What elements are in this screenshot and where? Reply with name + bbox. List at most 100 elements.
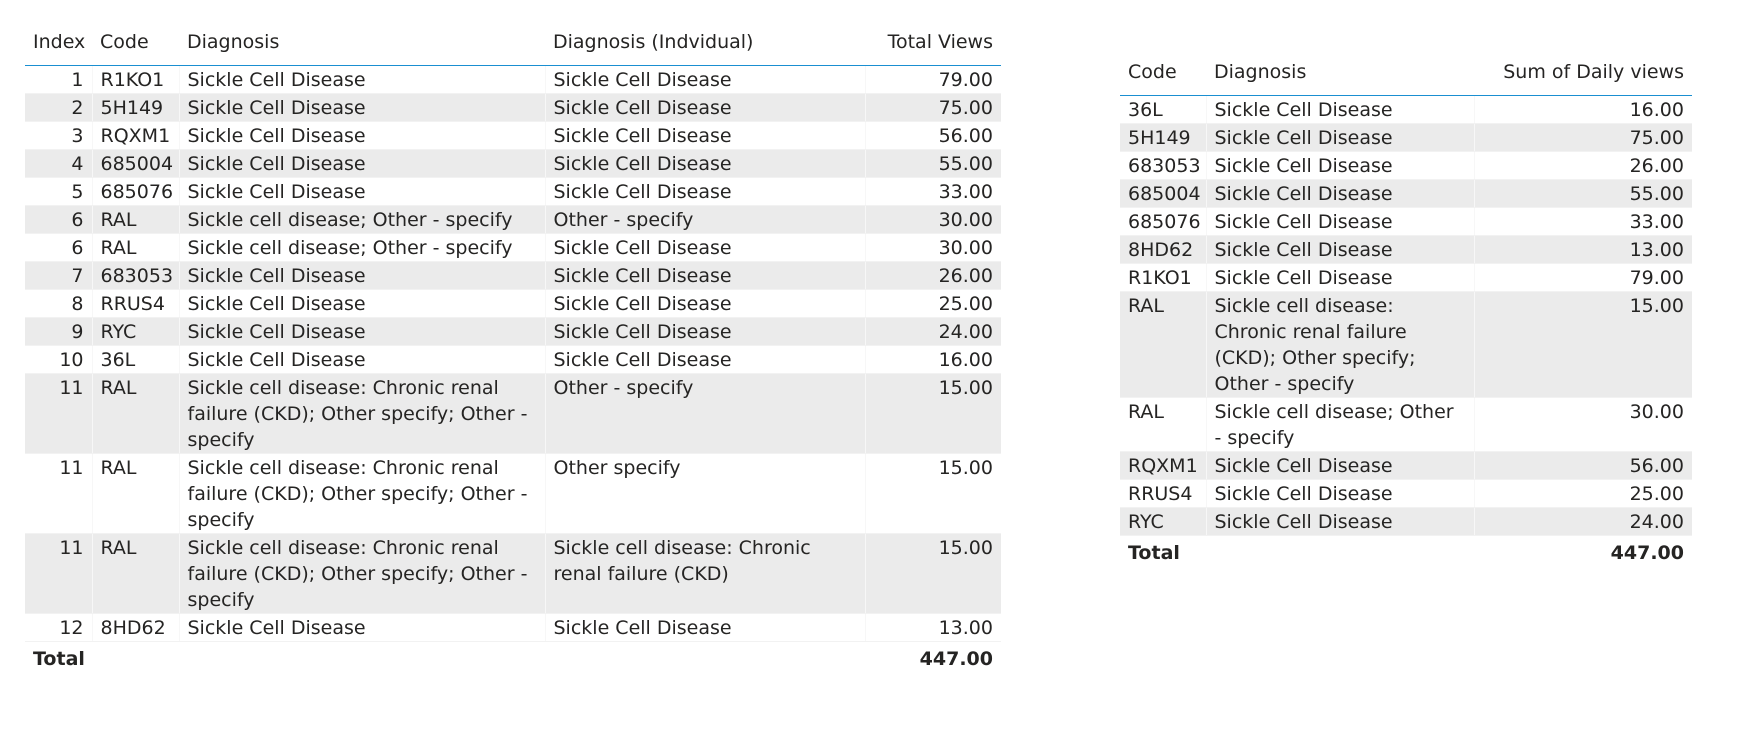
cell-diagnosis-individual: Sickle Cell Disease [544, 317, 865, 346]
cell-diagnosis: Sickle cell disease; Other - specify [178, 233, 545, 262]
table-row[interactable]: 685004 Sickle Cell Disease 55.00 [1120, 179, 1692, 208]
right-data-table: Code Diagnosis Sum of Daily views 36L Sic… [1120, 50, 1692, 570]
cell-index: 6 [25, 233, 92, 262]
table-row[interactable]: 5H149 Sickle Cell Disease 75.00 [1120, 123, 1692, 152]
table-row[interactable]: 5 685076 Sickle Cell Disease Sickle Cell Di… [25, 177, 1001, 206]
table-row[interactable]: R1KO1 Sickle Cell Disease 79.00 [1120, 263, 1692, 292]
cell-code: 8HD62 [1120, 235, 1206, 264]
table-row[interactable]: 6 RAL Sickle cell disease; Other - specify… [25, 233, 1001, 262]
cell-index: 12 [25, 613, 92, 642]
cell-code: 685004 [1120, 179, 1206, 208]
table-row[interactable]: 9 RYC Sickle Cell Disease Sickle Cell Disea… [25, 317, 1001, 346]
cell-index: 3 [25, 121, 92, 150]
table-row[interactable]: 10 36L Sickle Cell Disease Sickle Cell Dise… [25, 345, 1001, 374]
cell-index: 5 [25, 177, 92, 206]
table-row[interactable]: RYC Sickle Cell Disease 24.00 [1120, 507, 1692, 536]
total-empty-cell [179, 641, 545, 676]
cell-code: 685076 [1120, 207, 1206, 236]
cell-sum-daily-views: 13.00 [1473, 235, 1692, 264]
right-table-visual: Code Diagnosis Sum of Daily views 36L Sic… [1120, 50, 1692, 570]
table-row[interactable]: 11 RAL Sickle cell disease: Chronic renal … [25, 373, 1001, 454]
table-row[interactable]: 683053 Sickle Cell Disease 26.00 [1120, 151, 1692, 180]
total-empty-cell [1206, 535, 1474, 570]
table-row[interactable]: RAL Sickle cell disease; Other - specify 3… [1120, 397, 1692, 452]
table-row[interactable]: 7 683053 Sickle Cell Disease Sickle Cell Di… [25, 261, 1001, 290]
cell-diagnosis-individual: Sickle Cell Disease [544, 65, 865, 94]
cell-code: 8HD62 [91, 613, 179, 642]
table-row[interactable]: 8HD62 Sickle Cell Disease 13.00 [1120, 235, 1692, 264]
cell-total-views: 24.00 [864, 317, 1001, 346]
column-header-sum-daily-views[interactable]: Sum of Daily views [1474, 50, 1692, 96]
column-header-diagnosis[interactable]: Diagnosis [179, 20, 545, 66]
cell-diagnosis-individual: Other - specify [544, 205, 865, 234]
left-header-row: Index Code Diagnosis Diagnosis (Indvidua… [25, 20, 1001, 66]
cell-total-views: 56.00 [864, 121, 1001, 150]
cell-code: RAL [91, 533, 179, 614]
cell-total-views: 15.00 [864, 533, 1001, 614]
table-row[interactable]: 12 8HD62 Sickle Cell Disease Sickle Cell Di… [25, 613, 1001, 642]
cell-code: RAL [1120, 291, 1206, 398]
cell-total-views: 75.00 [864, 93, 1001, 122]
cell-diagnosis-individual: Sickle Cell Disease [544, 93, 865, 122]
column-header-total-views[interactable]: Total Views [865, 20, 1001, 66]
cell-sum-daily-views: 26.00 [1473, 151, 1692, 180]
cell-total-views: 26.00 [864, 261, 1001, 290]
cell-code: RAL [91, 205, 179, 234]
cell-diagnosis: Sickle Cell Disease [178, 149, 545, 178]
cell-code: RRUS4 [91, 289, 179, 318]
cell-diagnosis: Sickle Cell Disease [178, 65, 545, 94]
left-table-visual: Index Code Diagnosis Diagnosis (Indvidua… [25, 20, 1001, 676]
table-row[interactable]: 4 685004 Sickle Cell Disease Sickle Cell Di… [25, 149, 1001, 178]
cell-code: RAL [1120, 397, 1206, 452]
cell-diagnosis: Sickle cell disease: Chronic renal failu… [178, 533, 545, 614]
total-value: 447.00 [865, 641, 1001, 676]
cell-index: 11 [25, 533, 92, 614]
table-row[interactable]: RQXM1 Sickle Cell Disease 56.00 [1120, 451, 1692, 480]
column-header-diagnosis-individual[interactable]: Diagnosis (Indvidual) [545, 20, 865, 66]
cell-code: 5H149 [1120, 123, 1206, 152]
cell-total-views: 16.00 [864, 345, 1001, 374]
cell-diagnosis: Sickle cell disease; Other - specify [178, 205, 545, 234]
cell-diagnosis: Sickle Cell Disease [178, 345, 545, 374]
cell-code: R1KO1 [91, 65, 179, 94]
table-row[interactable]: RRUS4 Sickle Cell Disease 25.00 [1120, 479, 1692, 508]
table-row[interactable]: RAL Sickle cell disease: Chronic renal fa… [1120, 291, 1692, 398]
table-row[interactable]: 3 RQXM1 Sickle Cell Disease Sickle Cell Dis… [25, 121, 1001, 150]
cell-index: 11 [25, 373, 92, 454]
cell-code: RAL [91, 453, 179, 534]
column-header-diagnosis[interactable]: Diagnosis [1206, 50, 1474, 96]
cell-diagnosis-individual: Other - specify [544, 373, 865, 454]
table-row[interactable]: 685076 Sickle Cell Disease 33.00 [1120, 207, 1692, 236]
cell-total-views: 79.00 [864, 65, 1001, 94]
table-row[interactable]: 36L Sickle Cell Disease 16.00 [1120, 95, 1692, 124]
table-row[interactable]: 11 RAL Sickle cell disease: Chronic renal … [25, 533, 1001, 614]
table-row[interactable]: 8 RRUS4 Sickle Cell Disease Sickle Cell Dis… [25, 289, 1001, 318]
cell-index: 11 [25, 453, 92, 534]
cell-diagnosis: Sickle Cell Disease [1205, 179, 1474, 208]
cell-sum-daily-views: 56.00 [1473, 451, 1692, 480]
table-row[interactable]: 2 5H149 Sickle Cell Disease Sickle Cell Dis… [25, 93, 1001, 122]
table-row[interactable]: 1 R1KO1 Sickle Cell Disease Sickle Cell Dis… [25, 65, 1001, 94]
table-row[interactable]: 6 RAL Sickle cell disease; Other - specify… [25, 205, 1001, 234]
column-header-code[interactable]: Code [1120, 50, 1206, 96]
cell-total-views: 30.00 [864, 233, 1001, 262]
column-header-code[interactable]: Code [92, 20, 179, 66]
table-row[interactable]: 11 RAL Sickle cell disease: Chronic renal … [25, 453, 1001, 534]
cell-sum-daily-views: 25.00 [1473, 479, 1692, 508]
cell-code: RYC [91, 317, 179, 346]
cell-sum-daily-views: 30.00 [1473, 397, 1692, 452]
cell-index: 10 [25, 345, 92, 374]
cell-total-views: 30.00 [864, 205, 1001, 234]
cell-diagnosis: Sickle Cell Disease [178, 289, 545, 318]
cell-diagnosis-individual: Sickle cell disease: Chronic renal failu… [544, 533, 865, 614]
cell-diagnosis: Sickle Cell Disease [1205, 235, 1474, 264]
cell-diagnosis-individual: Sickle Cell Disease [544, 177, 865, 206]
column-header-index[interactable]: Index [25, 20, 92, 66]
cell-code: R1KO1 [1120, 263, 1206, 292]
cell-diagnosis: Sickle Cell Disease [1205, 263, 1474, 292]
cell-diagnosis: Sickle Cell Disease [1205, 207, 1474, 236]
cell-code: RAL [91, 233, 179, 262]
cell-sum-daily-views: 15.00 [1473, 291, 1692, 398]
cell-diagnosis: Sickle cell disease: Chronic renal failu… [1205, 291, 1474, 398]
cell-sum-daily-views: 55.00 [1473, 179, 1692, 208]
